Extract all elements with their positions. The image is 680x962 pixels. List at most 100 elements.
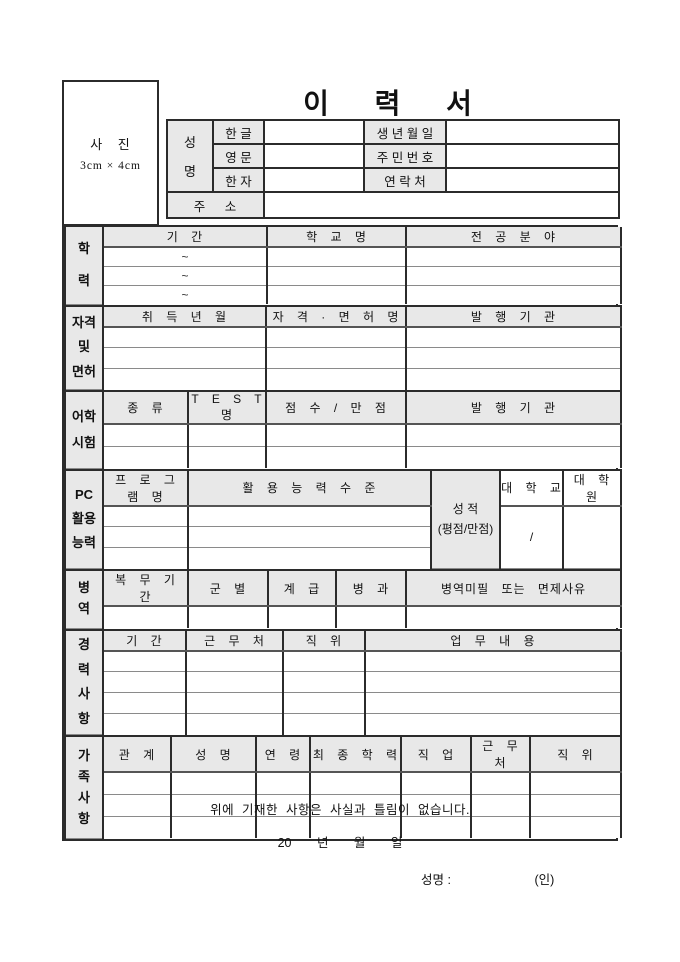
license-name-cell[interactable]: [265, 326, 407, 348]
license-date-cell[interactable]: [102, 347, 267, 369]
family-age-cell[interactable]: [255, 815, 311, 838]
pc-proficiency-cell[interactable]: [187, 547, 432, 569]
birthdate-field[interactable]: [445, 119, 620, 145]
language-testname-header: T E S T 명: [187, 391, 267, 425]
career-position-cell[interactable]: [282, 650, 366, 672]
language-test-section: 어학 시험 종 류 T E S T 명 점 수 / 만 점 발 행 기 관: [64, 390, 622, 469]
university-header: 대 학 교: [499, 469, 564, 507]
career-position-cell[interactable]: [282, 713, 366, 735]
pc-program-cell[interactable]: [102, 547, 189, 569]
career-position-cell[interactable]: [282, 671, 366, 693]
family-workplace-cell[interactable]: [470, 771, 531, 795]
career-position-cell[interactable]: [282, 692, 366, 714]
career-duty-cell[interactable]: [364, 713, 622, 735]
education-school-cell[interactable]: [266, 284, 407, 304]
career-company-cell[interactable]: [185, 692, 284, 714]
career-period-cell[interactable]: [102, 650, 187, 672]
family-position-header: 직 위: [529, 736, 622, 773]
license-name-cell[interactable]: [265, 347, 407, 369]
photo-placeholder-label: 사 진: [90, 137, 131, 152]
family-name-cell[interactable]: [170, 771, 257, 795]
language-score-cell[interactable]: [265, 423, 407, 447]
career-duty-cell[interactable]: [364, 692, 622, 714]
hangul-name-field[interactable]: [263, 119, 365, 145]
pc-section-label: PC 활용 능력: [64, 469, 104, 569]
license-issuer-cell[interactable]: [405, 368, 622, 390]
education-period-cell[interactable]: ~: [102, 246, 268, 267]
pc-program-cell[interactable]: [102, 505, 189, 527]
career-company-cell[interactable]: [185, 713, 284, 735]
family-relation-cell[interactable]: [102, 815, 172, 838]
english-name-field[interactable]: [263, 143, 365, 169]
family-relation-cell[interactable]: [102, 771, 172, 795]
career-duty-header: 업 무 내 용: [364, 629, 622, 652]
career-company-cell[interactable]: [185, 671, 284, 693]
graduate-school-header: 대 학 원: [562, 469, 622, 507]
career-duty-cell[interactable]: [364, 650, 622, 672]
career-period-cell[interactable]: [102, 692, 187, 714]
pc-proficiency-header: 활 용 능 력 수 준: [187, 469, 432, 507]
military-specialty-header: 병 과: [335, 570, 407, 607]
hanja-name-field[interactable]: [263, 167, 365, 193]
license-issuer-cell[interactable]: [405, 347, 622, 369]
career-period-cell[interactable]: [102, 713, 187, 735]
career-period-cell[interactable]: [102, 671, 187, 693]
family-workplace-cell[interactable]: [470, 815, 531, 838]
language-section-label: 어학 시험: [64, 391, 104, 469]
family-job-cell[interactable]: [400, 771, 472, 795]
family-education-cell[interactable]: [309, 815, 402, 838]
language-issuer-cell[interactable]: [405, 423, 622, 447]
address-label: 주 소: [166, 191, 265, 219]
military-exemption-cell[interactable]: [405, 605, 622, 628]
family-section: 가 족 사 항 관 계 성 명 연 령 최 종 학 력 직 업 근 무 처 직 …: [64, 735, 622, 839]
language-score-cell[interactable]: [265, 445, 407, 468]
career-company-cell[interactable]: [185, 650, 284, 672]
family-workplace-cell[interactable]: [470, 793, 531, 817]
education-major-cell[interactable]: [405, 246, 622, 267]
military-rank-cell[interactable]: [267, 605, 337, 628]
family-age-cell[interactable]: [255, 793, 311, 817]
family-position-cell[interactable]: [529, 771, 622, 795]
family-name-cell[interactable]: [170, 815, 257, 838]
graduate-grade-cell[interactable]: [562, 505, 622, 569]
family-job-cell[interactable]: [400, 815, 472, 838]
address-field[interactable]: [263, 191, 620, 219]
family-name-header: 성 명: [170, 736, 257, 773]
license-date-header: 취 득 년 월: [102, 305, 267, 328]
license-date-cell[interactable]: [102, 368, 267, 390]
military-section-label: 병 역: [64, 570, 104, 629]
education-period-cell[interactable]: ~: [102, 265, 268, 286]
pc-program-cell[interactable]: [102, 526, 189, 548]
military-rank-header: 계 급: [267, 570, 337, 607]
language-testname-cell[interactable]: [187, 423, 267, 447]
military-branch-cell[interactable]: [187, 605, 269, 628]
pc-proficiency-cell[interactable]: [187, 526, 432, 548]
family-education-cell[interactable]: [309, 771, 402, 795]
career-section-label: 경 력 사 항: [64, 629, 104, 735]
license-name-cell[interactable]: [265, 368, 407, 390]
family-name-cell[interactable]: [170, 793, 257, 817]
education-major-cell[interactable]: [405, 284, 622, 304]
family-age-cell[interactable]: [255, 771, 311, 795]
license-issuer-cell[interactable]: [405, 326, 622, 348]
family-position-cell[interactable]: [529, 815, 622, 838]
university-grade-cell[interactable]: /: [499, 505, 564, 569]
resident-number-field[interactable]: [445, 143, 620, 169]
education-school-cell[interactable]: [266, 265, 407, 286]
family-job-header: 직 업: [400, 736, 472, 773]
military-period-cell[interactable]: [102, 605, 189, 628]
contact-field[interactable]: [445, 167, 620, 193]
family-relation-cell[interactable]: [102, 793, 172, 817]
military-specialty-cell[interactable]: [335, 605, 407, 628]
license-date-cell[interactable]: [102, 326, 267, 348]
education-major-cell[interactable]: [405, 265, 622, 286]
education-school-cell[interactable]: [266, 246, 407, 267]
language-issuer-cell[interactable]: [405, 445, 622, 468]
language-testname-cell[interactable]: [187, 445, 267, 468]
education-section-label: 학 력: [64, 227, 104, 305]
education-period-cell[interactable]: ~: [102, 284, 268, 304]
language-type-cell[interactable]: [102, 445, 189, 468]
pc-proficiency-cell[interactable]: [187, 505, 432, 527]
language-type-cell[interactable]: [102, 423, 189, 447]
career-duty-cell[interactable]: [364, 671, 622, 693]
